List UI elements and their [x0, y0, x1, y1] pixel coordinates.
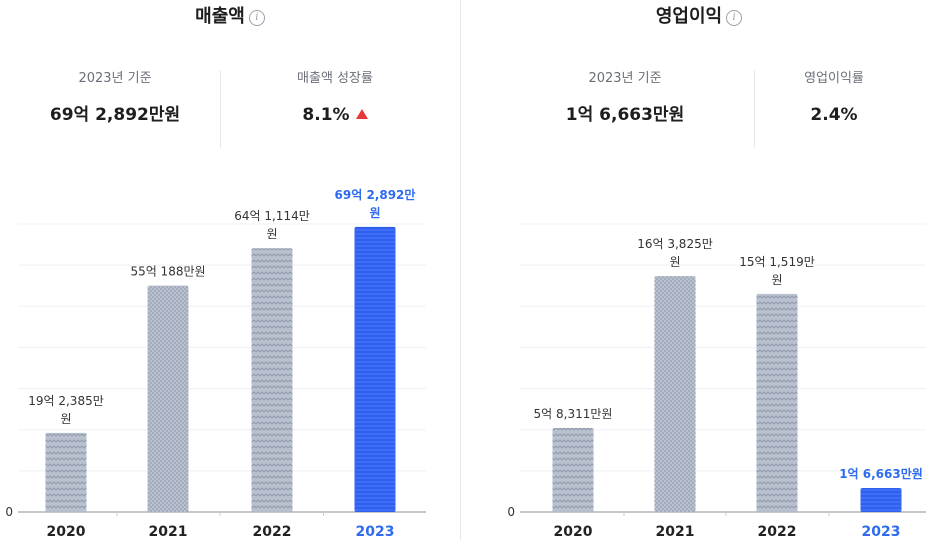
operating-profit-title-text: 영업이익	[655, 6, 723, 27]
panel-divider	[460, 0, 461, 540]
stat-value: 2.4%	[810, 105, 858, 125]
bar-2020[interactable]	[552, 428, 594, 512]
bar-value-label: 5억 8,311만원	[534, 407, 613, 421]
y-zero-label: 0	[507, 505, 515, 519]
x-tick-label: 2020	[47, 524, 86, 540]
stat-value: 1억 6,663만원	[565, 105, 685, 125]
x-tick-label: 2023	[356, 524, 395, 540]
bar-2023[interactable]	[860, 488, 902, 512]
operating-profit-panel: 영업이익 i 2023년 기준 1억 6,663만원 영업이익률 2.4% 0 5억…	[462, 0, 936, 540]
operating-margin-stat: 영업이익률 2.4%	[754, 70, 914, 126]
bar-value-label: 원	[669, 255, 680, 269]
revenue-growth-stat: 매출액 성장률 8.1%	[220, 70, 450, 126]
bar-2020[interactable]	[45, 432, 87, 512]
bar-2022[interactable]	[756, 293, 798, 512]
x-tick-label: 2021	[656, 524, 695, 540]
y-zero-label: 0	[5, 505, 13, 519]
stat-divider	[220, 70, 221, 148]
x-tick-label: 2020	[554, 524, 593, 540]
bar-value-label: 19억 2,385만	[28, 394, 104, 408]
bar-value-label: 원	[771, 273, 782, 287]
stat-divider	[754, 70, 755, 148]
x-tick-label: 2022	[758, 524, 797, 540]
bar-2021[interactable]	[147, 285, 189, 512]
x-tick-label: 2022	[253, 524, 292, 540]
stat-value: 8.1%	[302, 105, 350, 125]
bar-value-label: 16억 3,825만	[637, 237, 713, 251]
stat-label: 2023년 기준	[588, 71, 662, 86]
bar-value-label: 원	[60, 412, 71, 426]
bar-value-label: 55억 188만원	[130, 265, 205, 279]
bar-value-label: 69억 2,892만	[335, 187, 416, 202]
bar-2023[interactable]	[354, 226, 396, 512]
stat-value: 69억 2,892만원	[49, 105, 181, 125]
revenue-title-text: 매출액	[195, 6, 245, 27]
up-arrow-icon	[355, 109, 368, 119]
bar-value-label: 원	[369, 206, 380, 220]
stat-label: 영업이익률	[804, 71, 864, 86]
x-tick-label: 2023	[862, 524, 901, 540]
bar-2021[interactable]	[654, 276, 696, 512]
bar-value-label: 64억 1,114만	[234, 209, 310, 223]
info-icon[interactable]: i	[248, 10, 265, 26]
revenue-base-stat: 2023년 기준 69억 2,892만원	[0, 70, 230, 126]
stat-value-wrap: 8.1%	[220, 104, 450, 126]
stat-label: 매출액 성장률	[297, 71, 373, 86]
operating-profit-title: 영업이익 i	[462, 4, 936, 30]
operating-profit-base-stat: 2023년 기준 1억 6,663만원	[500, 70, 750, 126]
revenue-panel: 매출액 i 2023년 기준 69억 2,892만원 매출액 성장률 8.1% 0…	[0, 0, 460, 540]
x-tick-label: 2021	[149, 524, 188, 540]
bar-2022[interactable]	[251, 248, 293, 512]
info-icon[interactable]: i	[726, 10, 743, 26]
bar-value-label: 1억 6,663만원	[839, 466, 923, 481]
revenue-title: 매출액 i	[0, 4, 460, 30]
bar-value-label: 원	[266, 227, 277, 241]
stat-label: 2023년 기준	[78, 71, 152, 86]
bar-value-label: 15억 1,519만	[739, 255, 815, 269]
